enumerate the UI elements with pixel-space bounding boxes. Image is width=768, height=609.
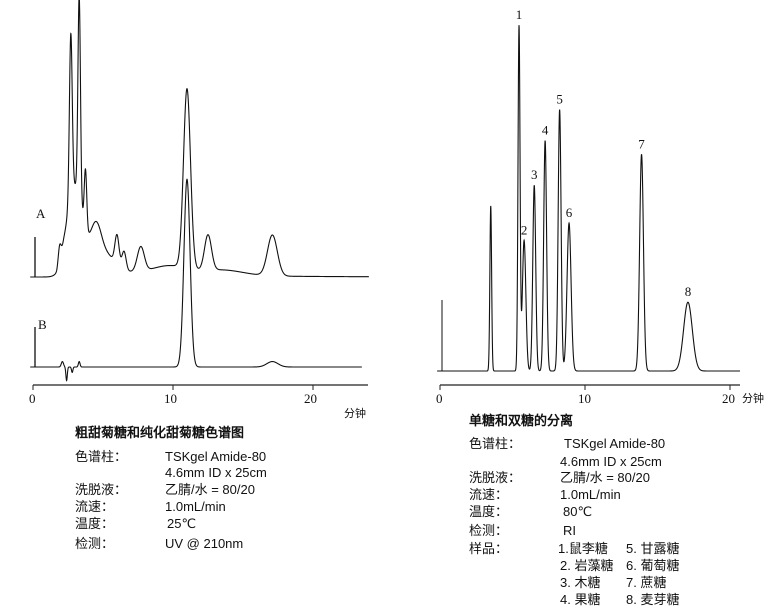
column-label: 色谱柱：	[469, 436, 522, 451]
x-tick-label: 0	[29, 391, 36, 406]
eluent-label: 洗脱液：	[469, 470, 522, 485]
peak-label: 4	[542, 123, 549, 138]
temp-value: 80℃	[563, 504, 593, 519]
flow-label: 流速：	[469, 487, 509, 502]
column-value: TSKgel Amide-80	[564, 436, 666, 451]
column-label: 色谱柱：	[75, 449, 128, 464]
peak-label: 2	[521, 222, 528, 237]
sample-item: 1.鼠李糖	[558, 541, 608, 556]
x-tick-label: 0	[436, 391, 443, 406]
flow-value: 1.0mL/min	[165, 499, 226, 514]
chart-title: 单糖和双糖的分离	[469, 413, 574, 428]
trace-label-b: B	[38, 317, 47, 332]
x-tick-label: 20	[722, 391, 735, 406]
x-axis-label: 分钟	[742, 393, 764, 405]
peak-label: 7	[638, 136, 645, 151]
temp-label: 温度：	[75, 516, 115, 531]
chart-title: 粗甜菊糖和纯化甜菊糖色谱图	[75, 425, 245, 440]
trace-a-line	[30, 0, 369, 278]
trace-b-line	[30, 178, 362, 382]
column-dimensions: 4.6mm ID x 25cm	[560, 454, 662, 469]
temp-label: 温度：	[469, 504, 509, 519]
detect-value: RI	[563, 523, 576, 538]
left-chromatogram	[30, 0, 369, 390]
peak-label: 5	[556, 92, 563, 107]
peak-label: 8	[685, 284, 692, 299]
sample-item: 2. 岩藻糖	[560, 558, 614, 573]
eluent-value: 乙腈/水 = 80/20	[165, 482, 255, 497]
column-dimensions: 4.6mm ID x 25cm	[165, 465, 267, 480]
sample-label: 样品：	[469, 541, 509, 556]
x-tick-label: 10	[578, 391, 591, 406]
detect-value: UV @ 210nm	[165, 536, 244, 551]
detect-label: 检测：	[469, 523, 509, 538]
trace-line	[437, 25, 741, 372]
peak-label: 1	[516, 7, 523, 22]
right-chromatogram: 1 2 3 4 5 6 7 8	[437, 7, 741, 390]
column-value: TSKgel Amide-80	[165, 449, 267, 464]
sample-item: 8. 麦芽糖	[626, 592, 680, 607]
x-axis-label: 分钟	[344, 408, 366, 420]
peak-label: 3	[531, 167, 538, 182]
detect-label: 检测：	[75, 536, 115, 551]
x-tick-label: 20	[304, 391, 317, 406]
eluent-label: 洗脱液：	[75, 482, 128, 497]
x-tick-label: 10	[164, 391, 177, 406]
trace-label-a: A	[36, 206, 46, 221]
eluent-value: 乙腈/水 = 80/20	[560, 470, 650, 485]
sample-item: 3. 木糖	[560, 575, 601, 590]
sample-item: 4. 果糖	[560, 592, 601, 607]
temp-value: 25℃	[167, 516, 197, 531]
peak-label: 6	[566, 205, 573, 220]
sample-item: 7. 蔗糖	[626, 575, 667, 590]
sample-item: 6. 葡萄糖	[626, 558, 680, 573]
sample-item: 5. 甘露糖	[626, 541, 680, 556]
flow-label: 流速：	[75, 499, 115, 514]
flow-value: 1.0mL/min	[560, 487, 621, 502]
